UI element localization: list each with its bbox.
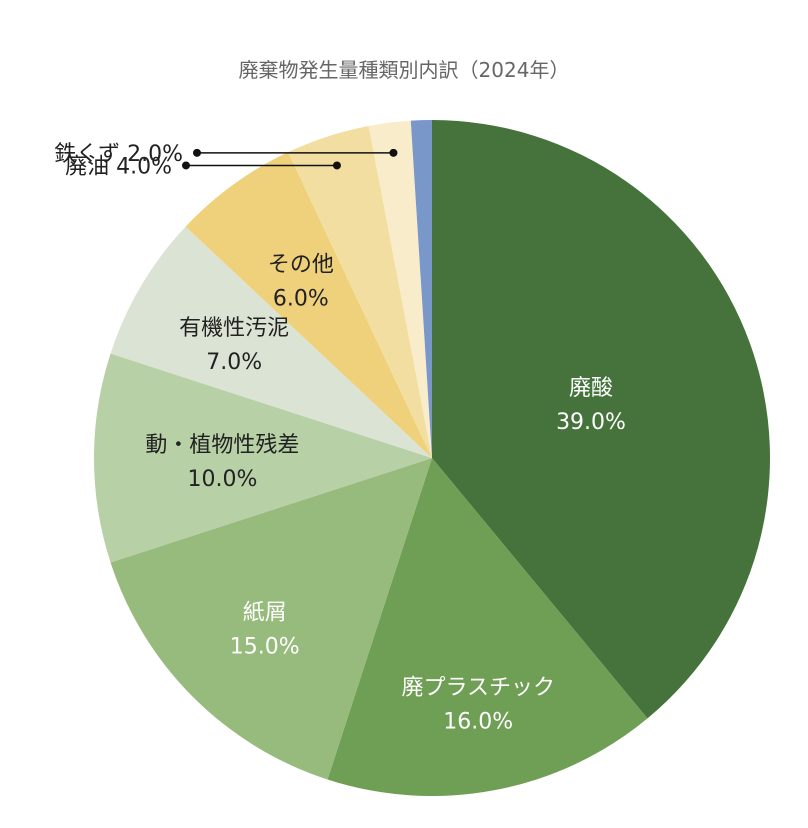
slices-layer [93, 120, 770, 796]
slice-percent-label-2: 16.0% [443, 709, 513, 734]
leader-dot-7-1 [332, 161, 341, 170]
pie-slice-4 [93, 353, 432, 563]
leader-dot-8-2 [193, 148, 201, 157]
chart-title: 廃棄物発生量種類別内訳（2024年） [239, 58, 570, 82]
pie-slice-3 [110, 458, 432, 780]
pie-slice-7 [288, 125, 432, 458]
slice-percent-label-4: 10.0% [187, 467, 257, 492]
slice-percent-label-3: 15.0% [230, 634, 300, 659]
slice-category-label-4: 動・植物性残差 [145, 433, 299, 458]
pie-slice-9 [410, 120, 432, 458]
pie-slice-8 [368, 120, 432, 459]
labels-layer: 廃酸 39.0% 廃プラスチック 16.0% 紙屑 15.0% 動・植物性残差 10.0% 有機… [54, 142, 626, 735]
slice-category-label-5: 有機性汚泥 [179, 316, 289, 341]
slice-category-label-6: その他 [268, 253, 334, 278]
slice-percent-label-6: 6.0% [273, 287, 329, 312]
leader-dot-7-2 [182, 161, 190, 170]
slice-category-label-1: 廃酸 [569, 376, 613, 401]
slice-outside-label-7: 廃油 4.0% [65, 154, 172, 179]
pie-slice-6 [185, 152, 432, 458]
slice-outside-label-8: 鉄くず 2.0% [54, 142, 183, 167]
pie-slice-2 [327, 458, 648, 796]
slice-category-label-3: 紙屑 [243, 600, 287, 625]
slice-percent-label-5: 7.0% [206, 350, 262, 375]
pie-slice-5 [110, 226, 432, 458]
leader-dot-8-1 [389, 148, 398, 157]
slice-percent-label-1: 39.0% [556, 410, 626, 435]
slice-category-label-2: 廃プラスチック [401, 675, 555, 700]
pie-slice-1 [432, 120, 770, 719]
